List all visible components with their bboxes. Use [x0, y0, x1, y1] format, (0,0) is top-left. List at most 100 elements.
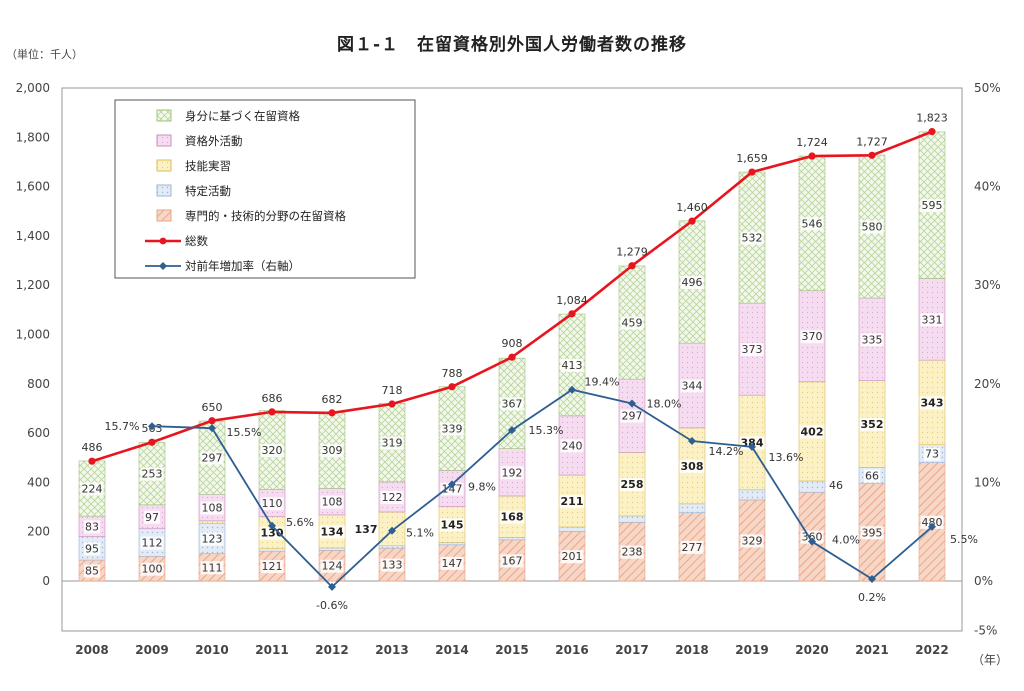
segment-label: 309 [322, 444, 343, 457]
segment-label: 546 [802, 217, 823, 230]
legend: 身分に基づく在留資格資格外活動技能実習特定活動専門的・技術的分野の在留資格総数対… [114, 99, 416, 279]
growth-line [151, 388, 933, 589]
total-point [688, 217, 696, 225]
growth-point [748, 442, 756, 451]
growth-point [568, 385, 576, 394]
growth-point [208, 424, 216, 433]
segment-label-bg [860, 220, 884, 234]
segment-label-bg [140, 562, 164, 576]
growth-point [628, 399, 636, 408]
total-label: 650 [202, 401, 223, 414]
segment-label-bg [924, 447, 940, 461]
segment-label-bg [920, 313, 944, 327]
segment-label: 320 [262, 444, 283, 457]
segment-label: 480 [922, 516, 943, 529]
segment-label: 459 [622, 317, 643, 330]
growth-label: 15.7% [105, 420, 140, 433]
legend-swatch [156, 184, 172, 197]
segment-label-bg [84, 564, 100, 578]
x-tick-label: 2019 [735, 643, 768, 657]
segment-label: 121 [262, 560, 283, 573]
segment-label: 240 [562, 439, 583, 452]
segment-label-bg [140, 467, 164, 481]
total-label: 718 [382, 384, 403, 397]
segment-label: 319 [382, 437, 403, 450]
x-tick-label: 2016 [555, 643, 588, 657]
segment-label-bg [200, 561, 224, 575]
bar-segment [558, 526, 586, 532]
segment-label: 344 [682, 380, 703, 393]
x-tick-label: 2022 [915, 643, 948, 657]
growth-label: -0.6% [316, 599, 348, 612]
segment-label-bg [144, 510, 160, 524]
y-tick-label: 1,000 [16, 328, 50, 342]
segment-label-bg [560, 550, 584, 564]
growth-label: 15.3% [529, 424, 564, 437]
x-tick-label: 2020 [795, 643, 828, 657]
bar-segment [438, 541, 466, 546]
y-tick-label: 2,000 [16, 81, 50, 95]
segment-label: 335 [862, 333, 883, 346]
segment-label: 339 [442, 423, 463, 436]
segment-label: 85 [85, 565, 99, 578]
total-label: 486 [82, 441, 103, 454]
segment-label-bg [619, 478, 645, 492]
x-unit-label: （年） [972, 653, 1008, 667]
segment-label: 413 [562, 359, 583, 372]
total-point [928, 128, 936, 136]
segment-label-bg [380, 490, 404, 504]
y-tick-label: 400 [27, 475, 50, 489]
segment-label-bg [800, 217, 824, 231]
legend-label: 対前年増加率（右軸） [185, 259, 300, 273]
legend-label: 専門的・技術的分野の在留資格 [185, 209, 346, 223]
chart-title: 図１-１ 在留資格別外国人労働者数の推移 [336, 35, 688, 55]
bar-segment [618, 515, 646, 523]
segment-label-bg [320, 444, 344, 458]
total-point [88, 457, 96, 465]
plot-frame [61, 87, 963, 632]
legend-swatch [156, 159, 172, 172]
plot-area: 0 200 400 600 800 1,000 1,200 1,400 1,600 1,800 2,… [16, 81, 1008, 667]
growth-label: 15.5% [227, 426, 262, 439]
legend-label: 特定活動 [185, 184, 231, 198]
growth-label: 19.4% [585, 376, 620, 389]
segment-label-bg [200, 501, 224, 515]
segment-label: 395 [862, 526, 883, 539]
segment-label-bg [679, 459, 705, 473]
segment-label: 100 [142, 563, 163, 576]
segment-label: 123 [202, 532, 223, 545]
legend-marker [159, 237, 167, 245]
y-tick-label: 200 [27, 525, 50, 539]
segment-label-bg [620, 316, 644, 330]
x-tick-label: 2009 [135, 643, 168, 657]
segment-label: 224 [82, 483, 103, 496]
segment-label-bg [380, 436, 404, 450]
segment-label-bg [260, 497, 284, 511]
unit-label: （単位：千人） [6, 48, 83, 61]
segment-label-bg [320, 559, 344, 573]
growth-point [688, 436, 696, 445]
total-point [268, 408, 276, 416]
y-tick-label: 600 [27, 426, 50, 440]
segment-label: 137 [355, 523, 378, 536]
y-tick-label: 1,800 [16, 130, 50, 144]
segment-label-bg [380, 558, 404, 572]
segment-label-bg [920, 515, 944, 529]
total-label: 1,823 [916, 112, 948, 125]
y2-tick-label: 20% [974, 377, 1001, 391]
segment-label: 192 [502, 466, 523, 479]
segment-label: 253 [142, 468, 163, 481]
segment-label: 66 [865, 469, 879, 482]
total-point [328, 409, 336, 417]
segment-label-bg [680, 540, 704, 554]
legend-label: 総数 [185, 234, 208, 248]
segment-label-bg [740, 343, 764, 357]
total-point [208, 417, 216, 425]
segment-label: 133 [382, 559, 403, 572]
legend-label: 技能実習 [185, 159, 231, 173]
segment-label-bg [200, 532, 224, 546]
segment-label: 367 [502, 397, 523, 410]
total-point [388, 400, 396, 408]
total-label: 682 [322, 393, 343, 406]
y-tick-label: 800 [27, 377, 50, 391]
